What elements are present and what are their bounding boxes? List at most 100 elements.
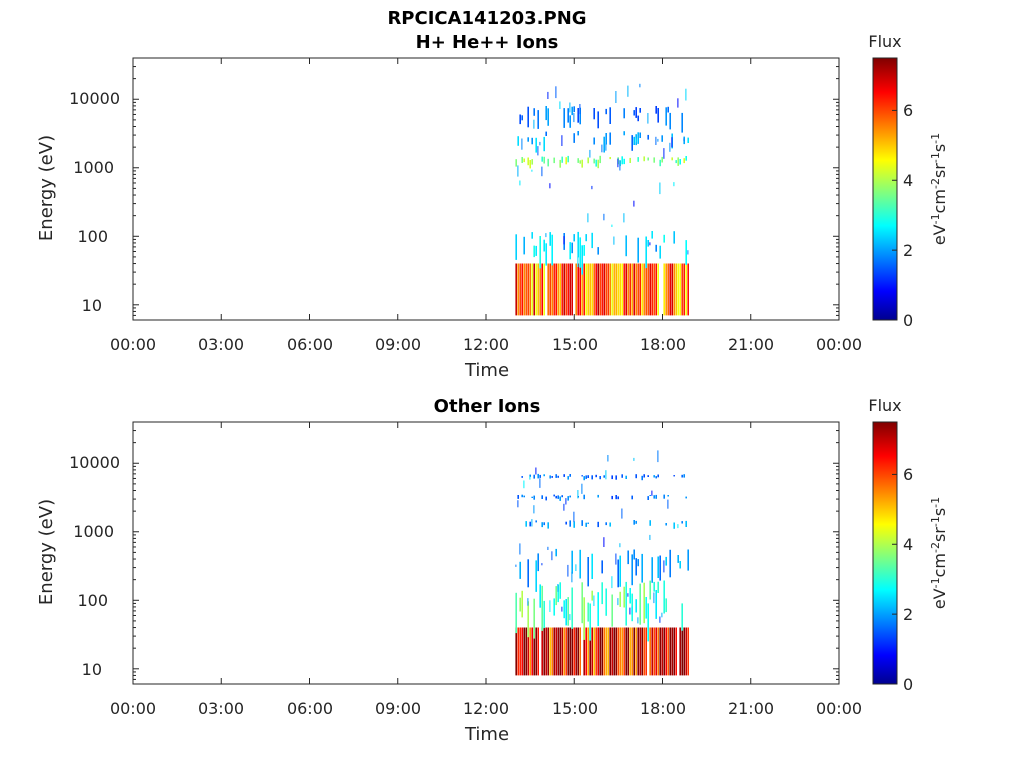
flux-cell — [681, 627, 683, 676]
flux-cell — [647, 240, 649, 247]
flux-cell — [553, 494, 555, 497]
flux-cell — [595, 627, 597, 676]
flux-cell — [537, 553, 539, 572]
flux-cell — [673, 263, 675, 316]
flux-cell — [569, 520, 571, 527]
flux-cell — [517, 500, 519, 508]
flux-cell — [685, 520, 687, 527]
flux-cell — [663, 560, 665, 573]
flux-cell — [521, 157, 523, 163]
flux-cell — [565, 263, 567, 316]
flux-cell — [657, 581, 659, 593]
flux-cell — [655, 263, 657, 316]
flux-cell — [623, 263, 625, 316]
flux-cell — [545, 131, 547, 136]
flux-cell — [587, 263, 589, 316]
colorbar-tick-label: 4 — [903, 535, 913, 554]
y-tick-labels: 10 100 1000 10000 — [69, 89, 120, 315]
flux-cell — [635, 107, 637, 118]
axis-ticks — [132, 57, 840, 321]
flux-cell — [529, 521, 531, 527]
flux-cell — [647, 475, 649, 477]
flux-cell — [549, 263, 551, 316]
colorbar-tick-label: 0 — [903, 675, 913, 694]
flux-cell — [641, 475, 643, 481]
flux-cell — [543, 156, 545, 164]
flux-cell — [591, 475, 593, 480]
flux-cell — [609, 263, 611, 316]
flux-cell — [569, 102, 571, 113]
flux-cell — [541, 263, 543, 316]
flux-cell — [533, 598, 535, 639]
flux-cell — [523, 480, 525, 489]
flux-cell — [615, 627, 617, 676]
flux-cell — [545, 233, 547, 238]
flux-cell — [643, 582, 645, 624]
flux-cell — [653, 581, 655, 592]
flux-cell — [573, 112, 575, 123]
colorbar-tick-label: 2 — [903, 241, 913, 260]
flux-cell — [669, 627, 671, 676]
flux-cell — [599, 627, 601, 676]
flux-cell — [539, 236, 541, 269]
flux-cell — [519, 561, 521, 579]
flux-cell — [619, 160, 621, 171]
flux-cell — [685, 496, 687, 499]
flux-cell — [539, 474, 541, 478]
flux-cell — [631, 263, 633, 316]
flux-cell — [669, 549, 671, 578]
flux-cell — [653, 592, 655, 604]
flux-cell — [657, 450, 659, 463]
flux-cell — [541, 522, 543, 528]
flux-cell — [639, 627, 641, 676]
flux-cell — [587, 475, 589, 478]
flux-cell — [543, 136, 545, 152]
flux-cell — [515, 234, 517, 260]
flux-cell — [543, 263, 545, 316]
flux-cell — [633, 627, 635, 676]
flux-cell — [649, 580, 651, 600]
plot-area — [515, 83, 689, 316]
flux-cell — [589, 603, 591, 641]
flux-cell — [593, 108, 595, 120]
flux-cell — [685, 240, 687, 265]
flux-cell — [521, 590, 523, 618]
flux-cell — [541, 585, 543, 631]
flux-cell — [567, 108, 569, 123]
flux-cell — [583, 627, 585, 676]
flux-cell — [633, 110, 635, 116]
flux-cell — [517, 263, 519, 316]
colorbar-ticks — [892, 109, 897, 321]
flux-cell — [637, 263, 639, 316]
flux-cell — [569, 614, 571, 621]
flux-cell — [581, 263, 583, 316]
flux-cell — [647, 134, 649, 140]
flux-cell — [573, 511, 575, 522]
flux-cell — [593, 137, 595, 145]
flux-cell — [679, 159, 681, 165]
flux-cell — [673, 522, 675, 529]
flux-cell — [585, 263, 587, 316]
flux-cell — [567, 496, 569, 501]
flux-cell — [659, 616, 661, 623]
flux-cell — [619, 543, 621, 548]
flux-cell — [675, 627, 677, 676]
flux-cell — [623, 627, 625, 676]
y-tick-label: 10000 — [69, 89, 120, 108]
flux-cell — [521, 115, 523, 121]
flux-cell — [663, 263, 665, 316]
flux-cell — [567, 597, 569, 626]
flux-cell — [603, 627, 605, 676]
flux-cell — [527, 263, 529, 316]
flux-cell — [597, 159, 599, 169]
flux-cell — [585, 627, 587, 676]
flux-cell — [587, 213, 589, 223]
flux-cell — [517, 165, 519, 177]
flux-cell — [671, 627, 673, 676]
flux-cell — [615, 91, 617, 103]
flux-cell — [645, 263, 647, 316]
flux-cell — [609, 157, 611, 160]
flux-cell — [667, 627, 669, 676]
flux-cell — [681, 474, 683, 478]
flux-cell — [527, 137, 529, 142]
